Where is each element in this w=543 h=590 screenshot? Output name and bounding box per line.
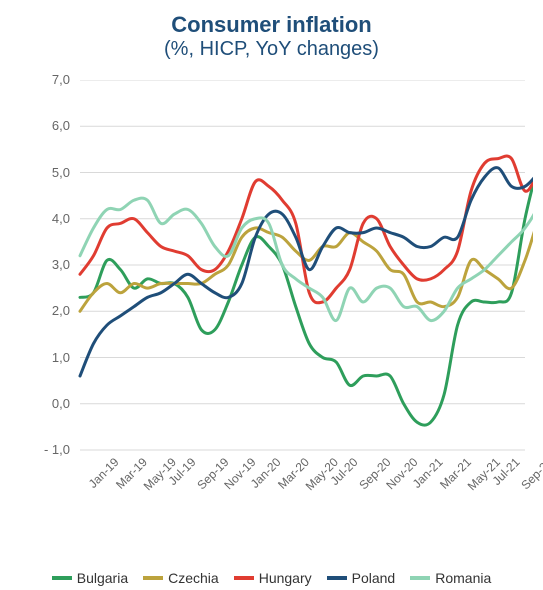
chart-plot-area: - 1,0 0,0 1,0 2,0 3,0 4,0 5,0 6,0 7,0 Ja…	[30, 80, 533, 500]
legend-label: Czechia	[168, 570, 219, 586]
legend-swatch	[234, 576, 254, 580]
y-tick-label: 5,0	[42, 165, 70, 180]
y-tick-label: 7,0	[42, 72, 70, 87]
legend-item-hungary: Hungary	[234, 570, 312, 586]
legend: Bulgaria Czechia Hungary Poland Romania	[0, 570, 543, 586]
legend-item-bulgaria: Bulgaria	[52, 570, 128, 586]
y-tick-label: 4,0	[42, 211, 70, 226]
legend-item-czechia: Czechia	[143, 570, 219, 586]
legend-swatch	[52, 576, 72, 580]
y-tick-label: - 1,0	[42, 442, 70, 457]
chart-title: Consumer inflation	[0, 0, 543, 38]
legend-label: Bulgaria	[77, 570, 128, 586]
legend-swatch	[143, 576, 163, 580]
y-tick-label: 3,0	[42, 257, 70, 272]
y-tick-label: 1,0	[42, 350, 70, 365]
y-tick-label: 6,0	[42, 118, 70, 133]
legend-swatch	[410, 576, 430, 580]
chart-container: { "chart": { "type": "line", "title": "C…	[0, 0, 543, 590]
legend-swatch	[327, 576, 347, 580]
legend-label: Romania	[435, 570, 491, 586]
legend-label: Hungary	[259, 570, 312, 586]
y-tick-label: 2,0	[42, 303, 70, 318]
legend-item-poland: Poland	[327, 570, 396, 586]
chart-svg	[30, 80, 533, 500]
legend-label: Poland	[352, 570, 396, 586]
chart-subtitle: (%, HICP, YoY changes)	[0, 38, 543, 61]
y-tick-label: 0,0	[42, 396, 70, 411]
legend-item-romania: Romania	[410, 570, 491, 586]
